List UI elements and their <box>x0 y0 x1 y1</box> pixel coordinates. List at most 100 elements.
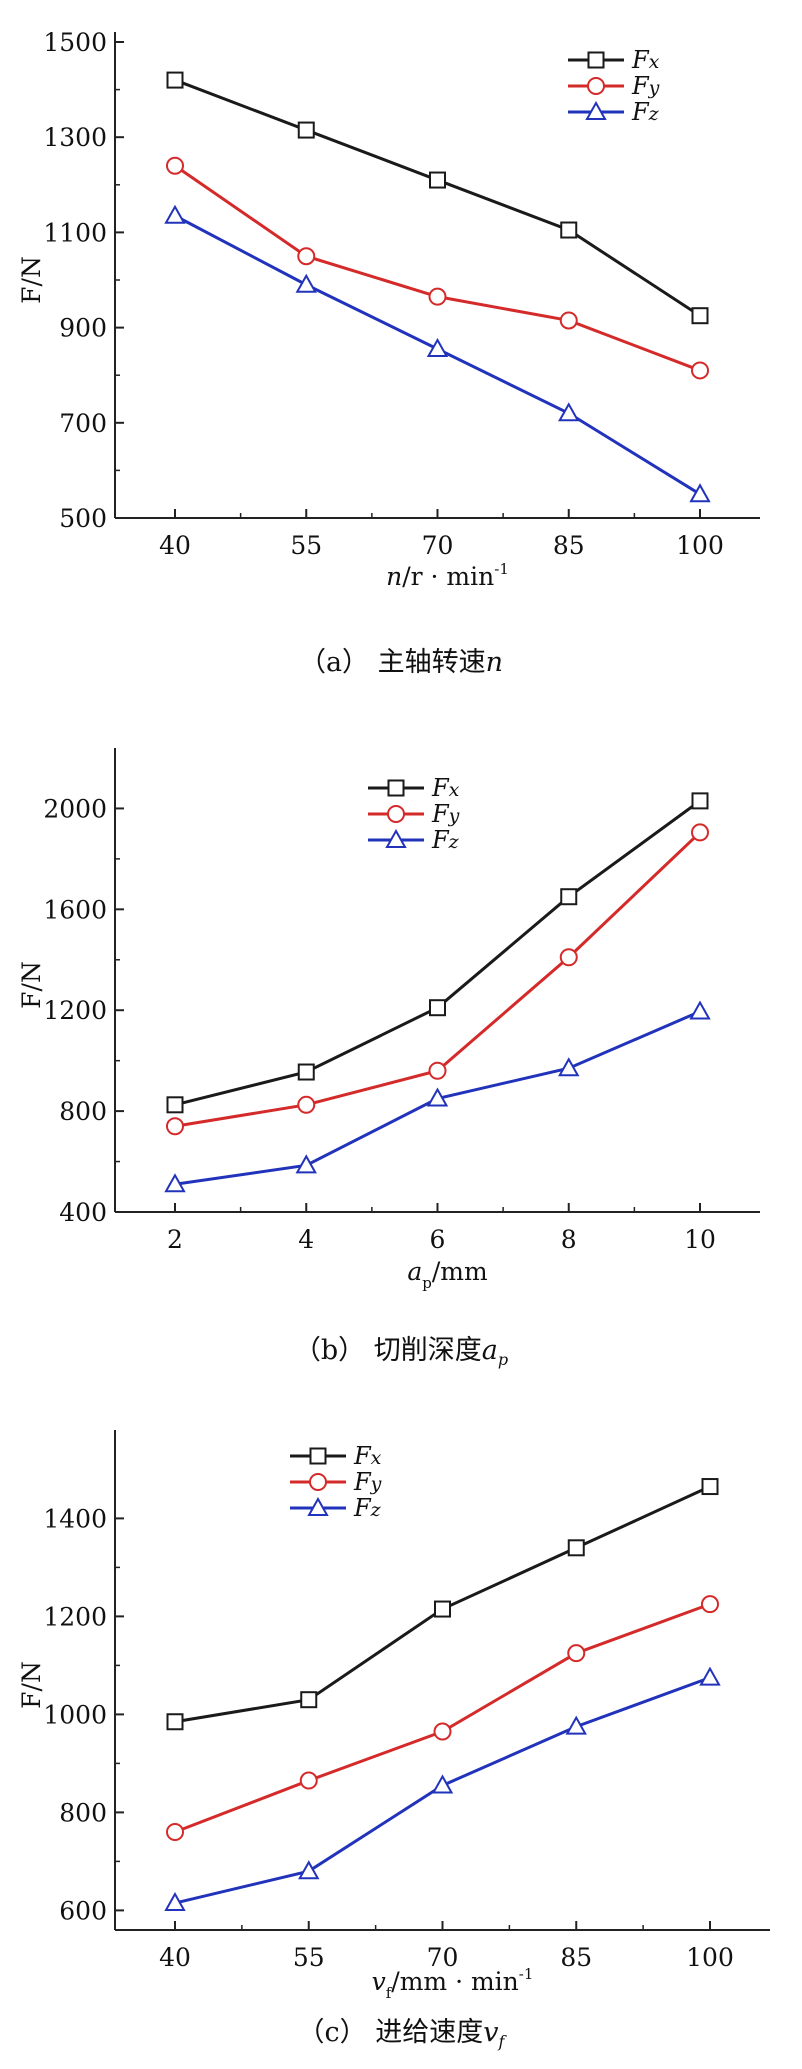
chart-a-point-fz <box>295 273 317 293</box>
chart-a-legend-marker <box>587 77 605 95</box>
chart-c-line-fy <box>174 1602 711 1834</box>
caption-c-sub: f <box>498 2032 505 2051</box>
chart-c-series-fx <box>166 1478 719 1731</box>
chart-a-series-fy <box>166 156 709 380</box>
chart-c-point-fz <box>164 1892 186 1912</box>
chart-b-xtick-label: 4 <box>298 1225 314 1254</box>
chart-a-x-label: n/r · min-1 <box>386 560 509 591</box>
chart-b-line-fy <box>174 831 702 1128</box>
caption-b-sub: p <box>497 1350 509 1369</box>
chart-a-xtick-label: 100 <box>676 531 724 560</box>
chart-b-point-fz <box>426 1087 449 1107</box>
chart-c-point-fy <box>433 1722 452 1741</box>
chart-c-xtick-label: 100 <box>686 1943 734 1972</box>
chart-a-point-fy <box>166 156 184 175</box>
chart-b-xtick-label: 2 <box>167 1225 183 1254</box>
chart-b-ytick-label: 1200 <box>43 996 107 1025</box>
chart-b-point-fy <box>691 823 709 842</box>
chart-c-legend-marker <box>307 1496 329 1516</box>
chart-b-legend-label: Fx <box>431 774 460 802</box>
chart-b-point-fy <box>297 1095 316 1114</box>
chart-b-point-fy <box>166 1117 184 1136</box>
chart-b-ytick-label: 800 <box>59 1097 107 1126</box>
caption-b: （b） 切削深度ap <box>0 1328 802 1369</box>
chart-b-legend-marker <box>387 805 405 823</box>
chart-a-point-fx <box>429 171 446 189</box>
chart-c-legend-label: Fx <box>353 1442 382 1470</box>
chart-b-ytick-label: 2000 <box>43 794 107 823</box>
chart-a-ytick-label: 500 <box>59 504 107 533</box>
chart-a-series-fz <box>164 204 711 503</box>
chart-c-point-fx <box>567 1539 585 1557</box>
chart-c-point-fy <box>299 1771 318 1790</box>
chart-b-legend-label: Fz <box>431 826 460 854</box>
chart-b-point-fx <box>429 999 446 1017</box>
caption-a: （a） 主轴转速n <box>0 640 802 681</box>
chart-a-ytick-label: 700 <box>59 409 107 438</box>
chart-b-series-fx <box>166 792 709 1114</box>
chart-b-xtick-label: 10 <box>684 1225 716 1254</box>
chart-a-point-fz <box>689 483 711 503</box>
chart-a-legend-marker <box>585 100 607 120</box>
chart-b-y-label: F/N <box>17 961 46 1009</box>
chart-b-legend-label: Fy <box>431 800 460 828</box>
chart-c-x-label: vf/mm · min-1 <box>372 1965 534 2002</box>
chart-b-point-fz <box>164 1173 186 1193</box>
chart-b-point-fx <box>691 792 709 810</box>
chart-a-point-fx <box>560 221 578 239</box>
chart-c-ytick-label: 1400 <box>43 1504 107 1533</box>
caption-a-prefix: （a） 主轴转速 <box>298 647 486 678</box>
chart-c-ytick-label: 1000 <box>43 1700 107 1729</box>
chart-b-point-fy <box>559 948 578 967</box>
chart-a-ytick-label: 1300 <box>43 123 107 152</box>
chart-b-point-fz <box>295 1154 317 1174</box>
chart-a-xtick-label: 40 <box>159 531 191 560</box>
chart-b-series-fz <box>164 1000 711 1193</box>
chart-panel-c: 600 800 1000 1200 1400 40 55 70 85 100 F/N vf/mm · … <box>0 1390 802 2069</box>
chart-c-y-label: F/N <box>17 1661 46 1709</box>
chart-c-legend-marker <box>309 1473 327 1491</box>
caption-a-var: n <box>485 647 504 678</box>
chart-a-ytick-label: 900 <box>59 314 107 343</box>
caption-b-prefix: （b） 切削深度 <box>293 1335 482 1366</box>
chart-a-point-fz <box>164 204 186 224</box>
chart-a-ytick-label: 1500 <box>43 28 107 57</box>
chart-a-point-fx <box>691 307 709 325</box>
chart-c-xtick-label: 40 <box>159 1943 191 1972</box>
chart-b-ytick-label: 1600 <box>43 895 107 924</box>
chart-b-point-fy <box>428 1061 447 1080</box>
chart-c-point-fx <box>300 1691 318 1709</box>
chart-c-point-fz <box>565 1715 587 1735</box>
chart-a-legend-label: Fz <box>631 98 660 126</box>
chart-a-line-fx <box>174 78 701 317</box>
chart-b-point-fz <box>689 1000 711 1020</box>
chart-b-ytick-label: 400 <box>59 1198 107 1227</box>
chart-c-point-fz <box>298 1860 320 1880</box>
chart-a-xtick-label: 70 <box>422 531 454 560</box>
chart-c-svg: 600 800 1000 1200 1400 40 55 70 85 100 F/N vf/mm · … <box>17 1430 770 2002</box>
chart-panel-b: 400 800 1200 1600 2000 2 4 6 8 10 F/N ap/mm Fx Fy Fz （… <box>0 700 802 1390</box>
chart-b-point-fx <box>297 1063 315 1081</box>
chart-c-point-fy <box>166 1823 184 1841</box>
chart-b-xtick-label: 8 <box>561 1225 577 1254</box>
chart-a-point-fz <box>426 337 449 358</box>
chart-a-point-fy <box>691 361 709 380</box>
chart-c-point-fy <box>567 1644 586 1663</box>
chart-c-point-fx <box>701 1478 719 1496</box>
chart-a-xtick-label: 85 <box>553 531 585 560</box>
chart-b-point-fx <box>166 1096 184 1114</box>
chart-c-ytick-label: 1200 <box>43 1602 107 1631</box>
chart-a-point-fy <box>428 287 447 306</box>
chart-a-point-fx <box>166 71 184 89</box>
chart-c-legend-label: Fy <box>353 1468 382 1496</box>
chart-a-legend-label: Fx <box>631 46 660 74</box>
chart-c-series-fz <box>164 1666 721 1912</box>
caption-c-prefix: （c） 进给速度 <box>297 2017 484 2048</box>
chart-a-legend-marker <box>587 51 605 69</box>
chart-c-point-fx <box>166 1713 184 1731</box>
chart-c-point-fz <box>699 1666 721 1686</box>
